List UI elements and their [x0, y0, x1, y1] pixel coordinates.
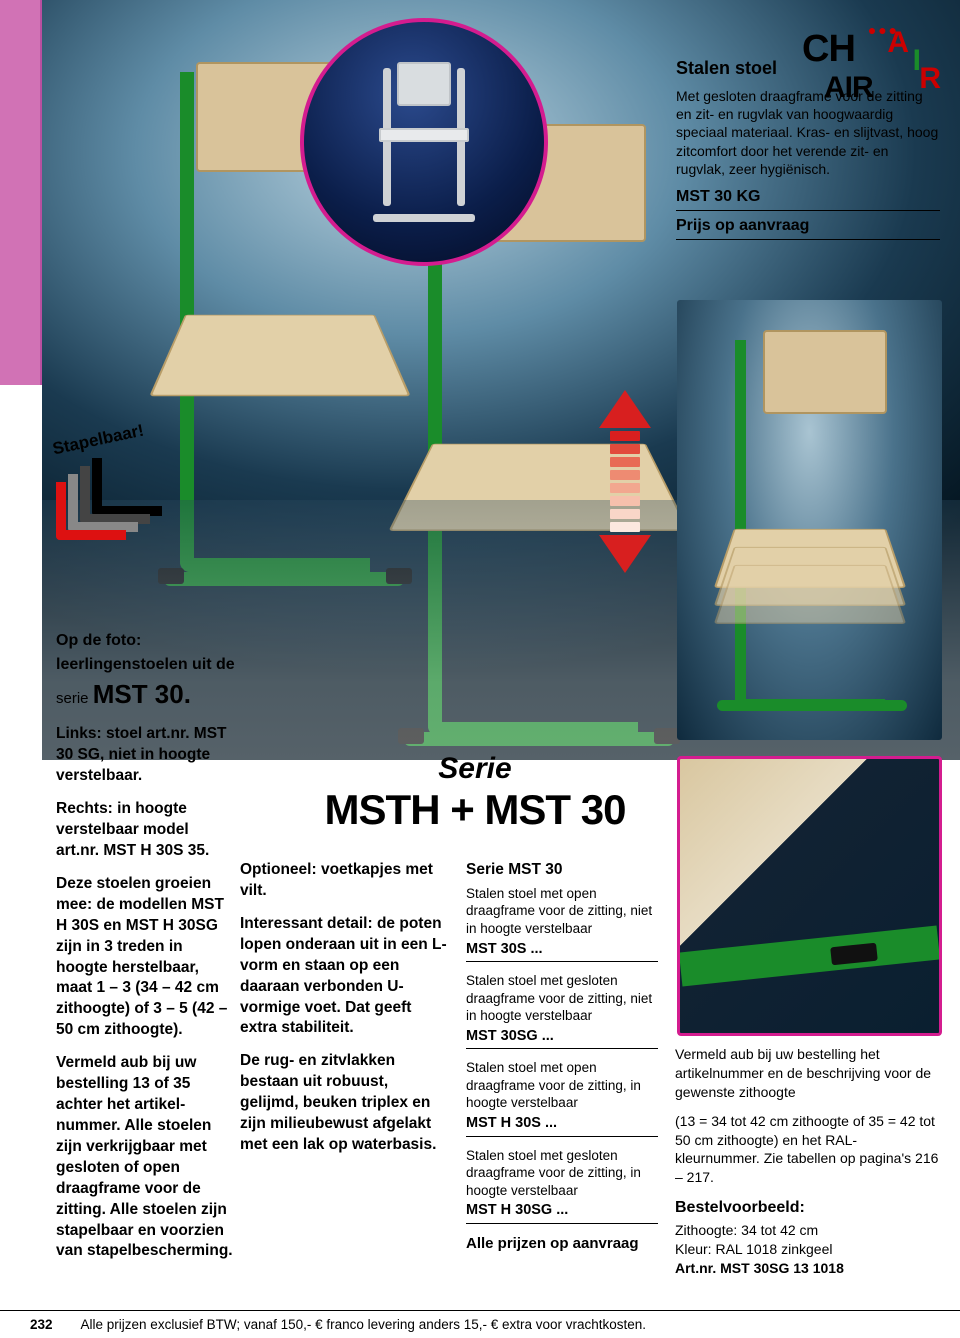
variant-code: MST 30SG ...	[466, 1027, 658, 1050]
variant-desc: Stalen stoel met gesloten draagframe voo…	[466, 1147, 658, 1200]
text-col-3: Serie MST 30 Stalen stoel met open draag…	[466, 860, 658, 1254]
catalog-page: { "colors": { "magenta": "#d41c8f", "pin…	[0, 0, 960, 1338]
variant-block: Stalen stoel met gesloten draagframe voo…	[466, 1147, 658, 1224]
variant-block: Stalen stoel met open draagframe voor de…	[466, 885, 658, 962]
product-model: MST 30 KG	[676, 188, 940, 211]
section-tab	[0, 0, 42, 385]
c2-p1: Optioneel: voetkapjes met vilt.	[240, 860, 450, 902]
height-arrow-icon	[598, 390, 652, 620]
c1-serie-big: MST 30.	[93, 679, 191, 709]
variant-block: Stalen stoel met open draagframe voor de…	[466, 1059, 658, 1136]
variant-block: Stalen stoel met gesloten draagframe voo…	[466, 972, 658, 1049]
series-title: Serie MSTH + MST 30	[290, 752, 660, 834]
product-title: Stalen stoel	[676, 58, 940, 79]
c1-lead2: leerlingenstoelen uit de	[56, 654, 236, 676]
variant-code: MST H 30SG ...	[466, 1201, 658, 1224]
c4-ex3: Art.nr. MST 30SG 13 1018	[675, 1259, 940, 1278]
c1-serie-pre: serie	[56, 690, 93, 707]
series-line1: Serie	[290, 752, 660, 786]
c4-ex-title: Bestelvoorbeeld:	[675, 1197, 940, 1219]
series-line2: MSTH + MST 30	[290, 786, 660, 834]
c3-title: Serie MST 30	[466, 860, 658, 881]
c4-ex2: Kleur: RAL 1018 zinkgeel	[675, 1240, 940, 1259]
c1-p4: Vermeld aub bij uw bestelling 13 of 35 a…	[56, 1053, 236, 1262]
detail-photo	[677, 756, 942, 1036]
footer-text: Alle prijzen exclusief BTW; vanaf 150,- …	[81, 1317, 647, 1332]
variant-desc: Stalen stoel met gesloten draagframe voo…	[466, 972, 658, 1025]
inset-circle	[300, 18, 548, 266]
c1-lead1: Op de foto:	[56, 630, 236, 652]
product-desc: Met gesloten draagframe voor de zitting …	[676, 87, 940, 178]
c2-p3: De rug- en zitvlakken bestaan uit robuus…	[240, 1051, 450, 1156]
page-footer: 232 Alle prijzen exclusief BTW; vanaf 15…	[0, 1310, 960, 1338]
top-right-block: Stalen stoel Met gesloten draagframe voo…	[676, 58, 940, 240]
c1-p2: Rechts: in hoogte verstelbaar model art.…	[56, 799, 236, 862]
variant-code: MST H 30S ...	[466, 1114, 658, 1137]
variant-code: MST 30S ...	[466, 940, 658, 963]
c2-p2: Interessant detail: de poten lopen onder…	[240, 914, 450, 1040]
c1-p3: Deze stoelen groeien mee: de modellen MS…	[56, 874, 236, 1041]
c4-p1: Vermeld aub bij uw bestelling het artike…	[675, 1045, 940, 1102]
text-col-4: Vermeld aub bij uw bestelling het artike…	[675, 1045, 940, 1278]
text-col-2: Optioneel: voetkapjes met vilt. Interess…	[240, 860, 450, 1168]
stacked-chair-photo	[677, 300, 942, 740]
variant-desc: Stalen stoel met open draagframe voor de…	[466, 1059, 658, 1112]
page-number: 232	[30, 1317, 53, 1332]
variant-desc: Stalen stoel met open draagframe voor de…	[466, 885, 658, 938]
chair-mini-icon	[369, 62, 479, 222]
text-col-1: Op de foto: leerlingenstoelen uit de ser…	[56, 630, 236, 1262]
c4-p2: (13 = 34 tot 42 cm zithoogte of 35 = 42 …	[675, 1112, 940, 1188]
c4-ex1: Zithoogte: 34 tot 42 cm	[675, 1221, 940, 1240]
stackable-badge: Stapelbaar!	[50, 430, 180, 550]
product-price: Prijs op aanvraag	[676, 217, 940, 240]
c3-all: Alle prijzen op aanvraag	[466, 1234, 658, 1254]
c1-p1: Links: stoel art.nr. MST 30 SG, niet in …	[56, 724, 236, 787]
